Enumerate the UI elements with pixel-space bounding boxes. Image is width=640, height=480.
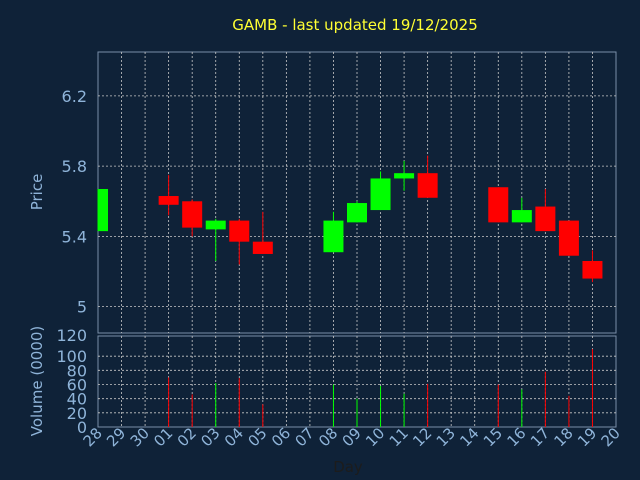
candle-body — [252, 241, 273, 254]
price-axis-label: Price — [28, 174, 46, 211]
x-tick-label: 13 — [433, 424, 459, 450]
volume-tick-label: 100 — [56, 347, 87, 366]
volume-tick-label: 40 — [67, 390, 87, 409]
x-tick-label: 02 — [174, 424, 200, 450]
price-panel: 6.2 5.8 5.4 5 — [62, 51, 617, 334]
candle-body — [98, 188, 108, 232]
candle-body — [394, 173, 415, 179]
candle-body — [558, 220, 579, 256]
x-tick-label: 29 — [103, 424, 129, 450]
price-tick-label: 5.4 — [62, 227, 87, 246]
volume-tick-label: 20 — [67, 404, 87, 423]
candle-body — [488, 187, 509, 223]
x-tick-label: 08 — [315, 424, 341, 450]
candle-body — [158, 196, 179, 205]
x-axis-label: Day — [333, 458, 363, 476]
candle-body — [511, 210, 532, 223]
x-tick-label: 03 — [197, 424, 223, 450]
x-tick-label: 09 — [339, 424, 365, 450]
candle-body — [182, 201, 203, 228]
volume-panel: 1201008060402002829300102030405060708091… — [56, 326, 623, 450]
volume-tick-label: 60 — [67, 376, 87, 395]
x-tick-label: 20 — [598, 424, 624, 450]
x-tick-label: 11 — [386, 424, 412, 450]
price-tick-label: 5 — [77, 298, 87, 317]
candle-body — [323, 220, 344, 253]
volume-tick-label: 0 — [77, 418, 87, 437]
x-tick-label: 30 — [127, 424, 153, 450]
x-tick-label: 10 — [362, 424, 388, 450]
candle-body — [582, 260, 603, 279]
x-tick-label: 05 — [244, 424, 270, 450]
volume-tick-label: 80 — [67, 361, 87, 380]
chart-title: GAMB - last updated 19/12/2025 — [232, 16, 478, 34]
x-tick-label: 16 — [503, 424, 529, 450]
x-tick-label: 14 — [456, 424, 482, 450]
x-tick-label: 15 — [480, 424, 506, 450]
volume-axis-label: Volume (0000) — [28, 326, 46, 436]
x-tick-label: 07 — [292, 424, 318, 450]
volume-tick-label: 120 — [56, 326, 87, 345]
x-tick-label: 04 — [221, 424, 247, 450]
candle-body — [417, 173, 438, 198]
x-tick-label: 01 — [150, 424, 176, 450]
x-tick-label: 19 — [574, 424, 600, 450]
x-tick-label: 18 — [551, 424, 577, 450]
price-tick-label: 6.2 — [62, 87, 87, 106]
x-tick-label: 17 — [527, 424, 553, 450]
price-tick-label: 5.8 — [62, 157, 87, 176]
x-tick-label: 06 — [268, 424, 294, 450]
candle-body — [205, 220, 226, 230]
x-tick-label: 12 — [409, 424, 435, 450]
candle-body — [229, 220, 250, 242]
candle-body — [535, 206, 556, 232]
candle-body — [347, 203, 367, 223]
candle-body — [370, 178, 391, 211]
